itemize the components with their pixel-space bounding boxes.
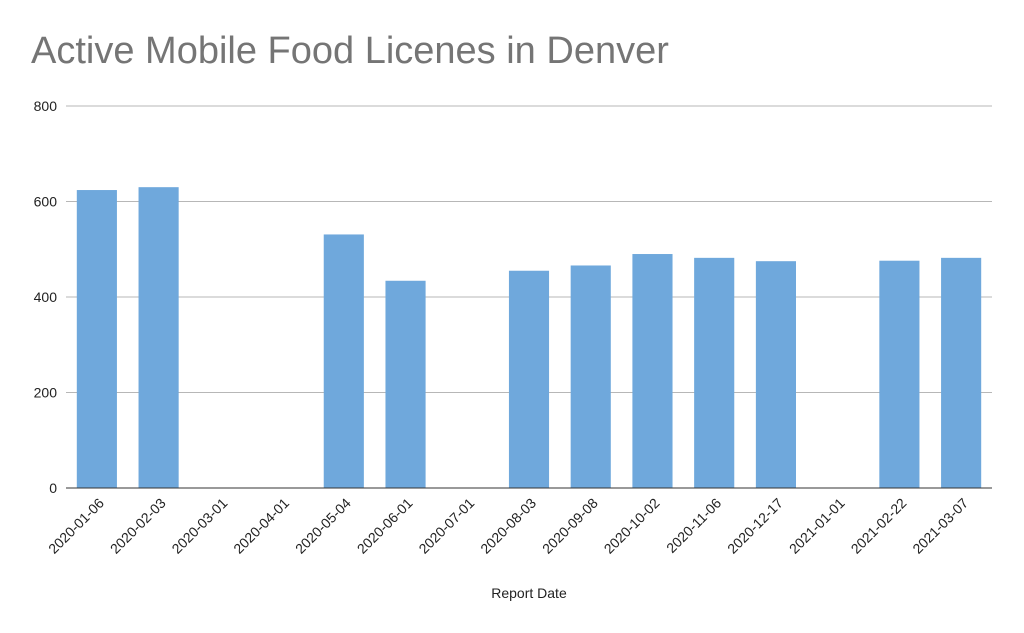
bar (323, 234, 364, 488)
bar (694, 257, 735, 488)
x-tick-label: 2020-02-03 (107, 495, 169, 557)
x-tick-label: 2020-10-02 (601, 495, 663, 557)
y-tick-label: 800 (34, 98, 58, 114)
x-tick-label: 2020-11-06 (663, 495, 724, 556)
x-tick-label: 2020-01-06 (45, 495, 107, 557)
y-tick-label: 400 (34, 289, 58, 305)
chart-title: Active Mobile Food Licenes in Denver (31, 30, 669, 72)
bar (385, 280, 426, 488)
x-axis-title: Report Date (491, 585, 567, 601)
x-tick-label: 2021-02-22 (848, 495, 910, 557)
x-tick-label: 2020-04-01 (230, 495, 292, 557)
bars (76, 187, 982, 489)
y-tick-label: 200 (34, 385, 58, 401)
bar (76, 190, 117, 489)
bar (755, 261, 796, 488)
bar (941, 257, 982, 488)
x-tick-label: 2020-08-03 (477, 495, 539, 557)
y-axis-ticks: 0 200 400 600 800 (34, 98, 58, 496)
x-tick-label: 2020-12-17 (724, 495, 786, 557)
y-tick-label: 0 (49, 480, 57, 496)
x-tick-label: 2021-03-07 (909, 495, 971, 557)
x-tick-label: 2020-06-01 (354, 495, 416, 557)
bar (632, 254, 673, 488)
x-tick-label: 2020-03-01 (168, 495, 230, 557)
bar (138, 187, 179, 489)
y-tick-label: 600 (34, 194, 58, 210)
x-tick-label: 2020-05-04 (292, 495, 354, 557)
x-tick-label: 2020-07-01 (415, 495, 477, 557)
x-axis-ticks: 2020-01-06 2020-02-03 2020-03-01 2020-04-01… (45, 495, 971, 557)
bar (508, 270, 550, 488)
x-tick-label: 2021-01-01 (786, 495, 848, 557)
bar (570, 265, 611, 488)
bar (879, 260, 920, 488)
x-tick-label: 2020-09-08 (539, 495, 601, 557)
